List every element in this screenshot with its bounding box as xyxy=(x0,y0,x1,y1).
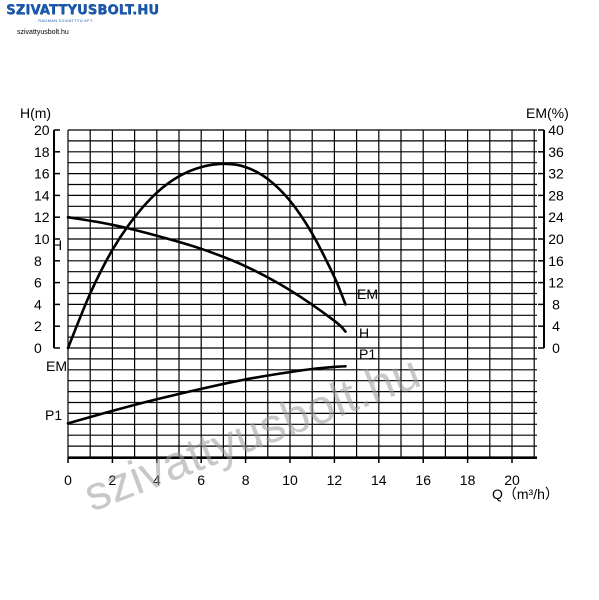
ylabel-left: H(m) xyxy=(20,105,51,121)
right-tick-label: 4 xyxy=(552,318,560,334)
right-tick-label: 0 xyxy=(552,340,560,356)
left-label-H: H xyxy=(52,237,62,253)
xlabel: Q（m³/h） xyxy=(492,486,559,502)
series-line-em xyxy=(66,162,347,350)
left-label-P1: P1 xyxy=(45,407,62,423)
left-tick-label: 0 xyxy=(34,340,42,356)
x-tick-label: 2 xyxy=(109,472,117,488)
right-tick-label: 28 xyxy=(548,187,564,203)
series-line-p1 xyxy=(66,365,347,425)
left-tick-label: 6 xyxy=(34,275,42,291)
end-label-P1: P1 xyxy=(359,346,376,362)
left-label-EM: EM xyxy=(46,358,67,374)
right-tick-label: 32 xyxy=(548,166,564,182)
axes xyxy=(53,129,545,463)
right-tick-label: 36 xyxy=(548,144,564,160)
right-tick-label: 40 xyxy=(548,122,564,138)
logo-brand: SZIVATTYUSBOLT.HU xyxy=(6,3,159,18)
logo: SZIVATTYUSBOLT.HU RAUMAN SZIVATTYÚ KFT. … xyxy=(6,3,159,37)
x-tick-label: 4 xyxy=(153,472,161,488)
x-tick-label: 18 xyxy=(460,472,476,488)
left-tick-label: 8 xyxy=(34,253,42,269)
series-line-h xyxy=(66,215,347,333)
x-tick-label: 12 xyxy=(327,472,343,488)
right-tick-label: 12 xyxy=(548,275,564,291)
logo-url: szivattyusbolt.hu xyxy=(17,29,69,36)
curve-labels: H(m) EM(%) Q（m³/h） H EM P1 EM H P1 xyxy=(20,105,569,502)
x-tick-label: 0 xyxy=(64,472,72,488)
right-tick-label: 16 xyxy=(548,253,564,269)
right-tick-label: 8 xyxy=(552,296,560,312)
right-tick-label: 24 xyxy=(548,209,564,225)
x-tick-label: 6 xyxy=(197,472,205,488)
left-tick-label: 14 xyxy=(34,187,50,203)
x-tick-label: 8 xyxy=(242,472,250,488)
left-tick-label: 10 xyxy=(34,231,50,247)
left-tick-label: 2 xyxy=(34,318,42,334)
left-tick-label: 4 xyxy=(34,296,42,312)
logo-tagline: RAUMAN SZIVATTYÚ KFT. xyxy=(38,18,94,23)
x-tick-label: 16 xyxy=(415,472,431,488)
right-tick-label: 20 xyxy=(548,231,564,247)
left-tick-label: 18 xyxy=(34,144,50,160)
ylabel-right: EM(%) xyxy=(526,105,569,121)
end-label-EM: EM xyxy=(357,286,378,302)
left-tick-label: 20 xyxy=(34,122,50,138)
x-tick-label: 14 xyxy=(371,472,387,488)
left-tick-label: 16 xyxy=(34,166,50,182)
series-lines xyxy=(66,162,347,425)
end-label-H: H xyxy=(359,325,369,341)
left-tick-label: 12 xyxy=(34,209,50,225)
x-tick-label: 10 xyxy=(282,472,298,488)
watermark-text: szivattyusbolt.hu xyxy=(77,346,427,523)
x-tick-label: 20 xyxy=(504,472,520,488)
